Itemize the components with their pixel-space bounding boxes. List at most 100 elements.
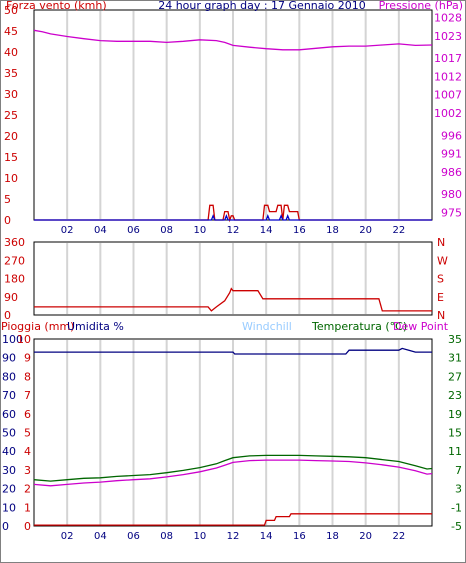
temperature-tick-label: 23 xyxy=(448,389,462,402)
temperature-tick-label: -5 xyxy=(451,520,462,533)
temperature-tick-label: 7 xyxy=(455,464,462,477)
humidity-tick-label: 100 xyxy=(2,333,23,346)
humidity-tick-label: 50 xyxy=(2,427,16,440)
humidity-tick-label: 90 xyxy=(2,352,16,365)
x-tick-label: 06 xyxy=(127,225,140,236)
temperature-tick-label: 15 xyxy=(448,427,462,440)
pressure-line xyxy=(33,29,433,51)
humidity-tick-label: 0 xyxy=(2,520,9,533)
pressure-tick-label: 991 xyxy=(441,148,462,161)
compass-tick-label: N xyxy=(437,236,445,249)
humidity-axis-title: Umidita % xyxy=(67,320,124,333)
compass-tick-label: E xyxy=(437,291,444,304)
x-tick-label: 20 xyxy=(359,531,372,542)
x-tick-label: 18 xyxy=(326,225,339,236)
rain-tick-label: 9 xyxy=(24,352,31,365)
temperature-tick-label: 31 xyxy=(448,352,462,365)
x-tick-label: 04 xyxy=(94,531,107,542)
temperature-tick-label: 19 xyxy=(448,408,462,421)
wind-tick-label: 35 xyxy=(4,67,18,80)
x-tick-label: 22 xyxy=(392,225,405,236)
rain-tick-label: 1 xyxy=(24,501,31,514)
windchill-axis-title: Windchill xyxy=(242,320,292,333)
x-tick-label: 16 xyxy=(293,531,306,542)
pressure-tick-label: 1023 xyxy=(434,30,462,43)
humidity-tick-label: 40 xyxy=(2,445,16,458)
wind-tick-label: 0 xyxy=(4,214,11,227)
x-tick-label: 08 xyxy=(160,225,173,236)
direction-tick-label: 360 xyxy=(4,236,25,249)
dewpoint-line xyxy=(33,459,433,487)
direction-tick-label: 180 xyxy=(4,273,25,286)
rain-tick-label: 5 xyxy=(24,427,31,440)
x-tick-label: 10 xyxy=(193,225,206,236)
x-tick-label: 18 xyxy=(326,531,339,542)
pressure-tick-label: 1012 xyxy=(434,70,462,83)
x-tick-label: 14 xyxy=(260,225,273,236)
temperature-tick-label: 35 xyxy=(448,333,462,346)
rain-tick-label: 8 xyxy=(24,370,31,383)
x-tick-label: 06 xyxy=(127,531,140,542)
temperature-line xyxy=(33,454,433,482)
pressure-axis-title: Pressione (hPa) xyxy=(379,0,463,12)
x-tick-label: 12 xyxy=(227,225,240,236)
humidity-tick-label: 30 xyxy=(2,464,16,477)
x-tick-label: 22 xyxy=(392,531,405,542)
pressure-tick-label: 1017 xyxy=(434,52,462,65)
compass-tick-label: S xyxy=(437,273,444,286)
wind-tick-label: 20 xyxy=(4,130,18,143)
direction-tick-label: 270 xyxy=(4,254,25,267)
humidity-line xyxy=(34,347,432,355)
temperature-tick-label: 3 xyxy=(455,483,462,496)
wind-tick-label: 15 xyxy=(4,151,18,164)
pressure-tick-label: 1028 xyxy=(434,11,462,24)
rain-tick-label: 0 xyxy=(24,520,31,533)
wind-tick-label: 30 xyxy=(4,88,18,101)
rain-tick-label: 2 xyxy=(24,483,31,496)
wind-tick-label: 5 xyxy=(4,193,11,206)
rain-tick-label: 4 xyxy=(24,445,31,458)
direction-tick-label: 0 xyxy=(4,309,11,322)
pressure-tick-label: 986 xyxy=(441,166,462,179)
x-tick-label: 02 xyxy=(61,225,74,236)
x-tick-label: 16 xyxy=(293,225,306,236)
rain-tick-label: 3 xyxy=(24,464,31,477)
wind-tick-label: 45 xyxy=(4,25,18,38)
humidity-tick-label: 60 xyxy=(2,408,16,421)
x-tick-label: 12 xyxy=(227,531,240,542)
dewpoint-axis-title: Dew Point xyxy=(393,320,449,333)
temperature-tick-label: 11 xyxy=(448,445,462,458)
temperature-tick-label: -1 xyxy=(451,501,462,514)
x-tick-label: 04 xyxy=(94,225,107,236)
x-tick-label: 02 xyxy=(61,531,74,542)
wind-axis-title: Forza vento (kmh) xyxy=(6,0,107,12)
wind-tick-label: 40 xyxy=(4,46,18,59)
compass-tick-label: W xyxy=(437,254,448,267)
chart-title: 24 hour graph day : 17 Gennaio 2010 xyxy=(158,0,366,12)
pressure-tick-label: 980 xyxy=(441,188,462,201)
humidity-tick-label: 70 xyxy=(2,389,16,402)
temperature-axis-title: Temperatura (°C) xyxy=(311,320,407,333)
direction-tick-label: 90 xyxy=(4,291,18,304)
pressure-tick-label: 975 xyxy=(441,207,462,220)
rain-tick-label: 6 xyxy=(24,408,31,421)
wind-speed-line xyxy=(34,214,432,221)
x-tick-label: 14 xyxy=(260,531,273,542)
pressure-tick-label: 1002 xyxy=(434,107,462,120)
temperature-tick-label: 27 xyxy=(448,370,462,383)
rain-axis-title: Pioggia (mm) xyxy=(1,320,74,333)
pressure-tick-label: 996 xyxy=(441,129,462,142)
pressure-tick-label: 1007 xyxy=(434,89,462,102)
humidity-tick-label: 80 xyxy=(2,370,16,383)
rain-tick-label: 7 xyxy=(24,389,31,402)
humidity-tick-label: 10 xyxy=(2,501,16,514)
wind-direction-line xyxy=(34,287,432,312)
x-tick-label: 20 xyxy=(359,225,372,236)
x-tick-label: 08 xyxy=(160,531,173,542)
compass-tick-label: N xyxy=(437,309,445,322)
wind-tick-label: 10 xyxy=(4,172,18,185)
rain-tick-label: 10 xyxy=(17,333,31,346)
humidity-tick-label: 20 xyxy=(2,483,16,496)
